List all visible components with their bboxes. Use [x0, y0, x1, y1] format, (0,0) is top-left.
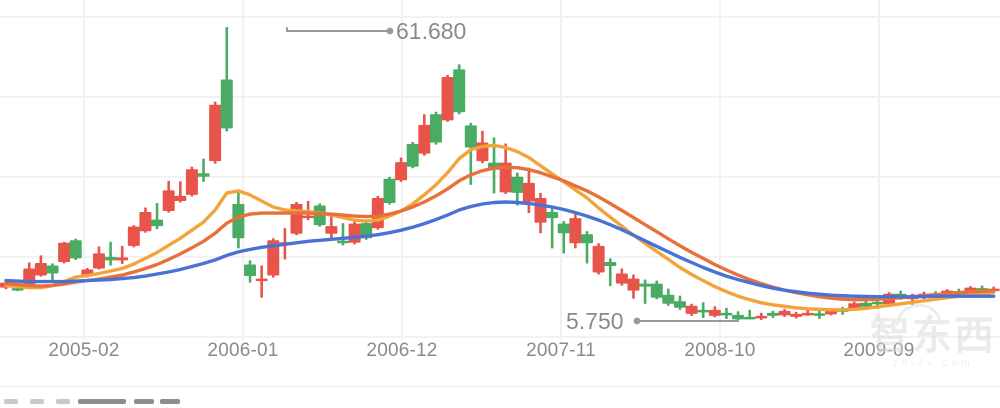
ma-mid-line [4, 165, 996, 302]
candle-body[interactable] [697, 309, 710, 313]
candle-body[interactable] [11, 288, 24, 291]
candle-body[interactable] [197, 173, 210, 177]
x-tick-5: 2009-09 [843, 340, 915, 361]
candle-body[interactable] [546, 212, 559, 219]
candle-body[interactable] [174, 195, 187, 201]
candle-body[interactable] [58, 242, 71, 262]
candle-body[interactable] [69, 240, 82, 259]
x-axis: 2005-02 2006-01 2006-12 2007-11 2008-10 … [0, 340, 1000, 382]
candle-body[interactable] [871, 301, 884, 305]
candle-body[interactable] [511, 176, 524, 193]
legend-bar-1 [78, 399, 126, 404]
candle-body[interactable] [162, 190, 175, 212]
candle-body[interactable] [232, 203, 245, 239]
candle-body[interactable] [464, 125, 477, 148]
candle-body[interactable] [743, 316, 756, 320]
candle-body[interactable] [755, 315, 768, 319]
candle-body[interactable] [244, 264, 257, 277]
candle-body[interactable] [185, 169, 198, 195]
candle-body[interactable] [371, 197, 384, 229]
candle-body[interactable] [220, 79, 233, 129]
high-annotation-dot [386, 27, 394, 35]
candle-body[interactable] [313, 205, 326, 226]
candle-body[interactable] [639, 283, 652, 287]
candle-body[interactable] [627, 278, 640, 291]
candle-body[interactable] [778, 310, 791, 316]
x-tick-1: 2006-01 [207, 340, 279, 361]
high-annotation-label: 61.680 [396, 18, 467, 44]
candle-body[interactable] [581, 234, 593, 244]
candle-body[interactable] [383, 178, 396, 203]
candle-body[interactable] [569, 218, 582, 244]
candle-body[interactable] [534, 197, 547, 223]
candle-body[interactable] [441, 76, 454, 121]
legend-strip-cropped[interactable] [0, 396, 1000, 408]
low-annotation-label: 5.750 [566, 308, 624, 334]
legend-bar-3 [160, 399, 180, 404]
candle-body[interactable] [813, 313, 826, 316]
legend-dash-3 [56, 399, 70, 404]
candle-body[interactable] [790, 313, 803, 317]
candle-body[interactable] [116, 257, 129, 261]
candle-body[interactable] [453, 69, 466, 113]
candle-body[interactable] [662, 294, 675, 304]
candle-body[interactable] [801, 312, 814, 316]
candle-body[interactable] [406, 144, 419, 167]
candle-body[interactable] [732, 314, 745, 320]
annotation-leader-lines [286, 27, 739, 325]
candle-body[interactable] [673, 301, 686, 308]
candle-body[interactable] [267, 240, 280, 276]
candle-body[interactable] [557, 223, 570, 234]
candle-body[interactable] [720, 312, 733, 316]
candle-body[interactable] [708, 309, 721, 316]
candle-body[interactable] [429, 114, 442, 143]
candle-body[interactable] [859, 302, 872, 307]
x-tick-4: 2008-10 [684, 340, 756, 361]
moving-average-lines [4, 143, 996, 312]
legend-dash-2 [30, 399, 44, 404]
candle-body[interactable] [46, 265, 59, 274]
ma-short-line [4, 143, 996, 312]
candle-body[interactable] [336, 240, 349, 244]
low-annotation-line [637, 320, 739, 322]
candle-body[interactable] [499, 162, 512, 193]
candle-body[interactable] [685, 305, 698, 314]
chart-canvas[interactable] [0, 0, 1000, 340]
legend-bar-2 [134, 399, 154, 404]
candle-body[interactable] [127, 226, 140, 246]
candle-body[interactable] [209, 104, 222, 162]
candle-body[interactable] [325, 226, 338, 234]
vertical-gridlines [83, 0, 880, 340]
candle-body[interactable] [418, 124, 431, 154]
legend-dash-1 [4, 399, 18, 404]
candle-body[interactable] [290, 203, 303, 234]
candle-body[interactable] [104, 256, 117, 261]
ma-long-line [4, 200, 996, 299]
x-tick-0: 2005-02 [48, 340, 120, 361]
candle-body[interactable] [766, 312, 779, 316]
candle-body[interactable] [255, 278, 268, 282]
candle-body[interactable] [348, 223, 361, 243]
candle-body[interactable] [604, 261, 617, 266]
candle-body[interactable] [592, 245, 605, 273]
candle-body[interactable] [139, 212, 152, 232]
footer-divider [0, 386, 1000, 387]
candle-body[interactable] [395, 162, 408, 181]
candle-body[interactable] [34, 262, 47, 276]
candle-body[interactable] [151, 219, 164, 227]
candle-body[interactable] [615, 273, 628, 284]
candle-body[interactable] [302, 215, 315, 219]
candle-body[interactable] [650, 283, 663, 298]
candle-body[interactable] [825, 310, 838, 315]
chart-plot-area[interactable]: 61.680 5.750 [0, 0, 1000, 340]
high-annotation-line [286, 27, 390, 32]
candle-body[interactable] [92, 253, 105, 269]
x-tick-3: 2007-11 [526, 340, 596, 361]
low-annotation-dot [633, 317, 641, 325]
x-tick-2: 2006-12 [366, 340, 438, 361]
candle-body[interactable] [522, 182, 535, 202]
